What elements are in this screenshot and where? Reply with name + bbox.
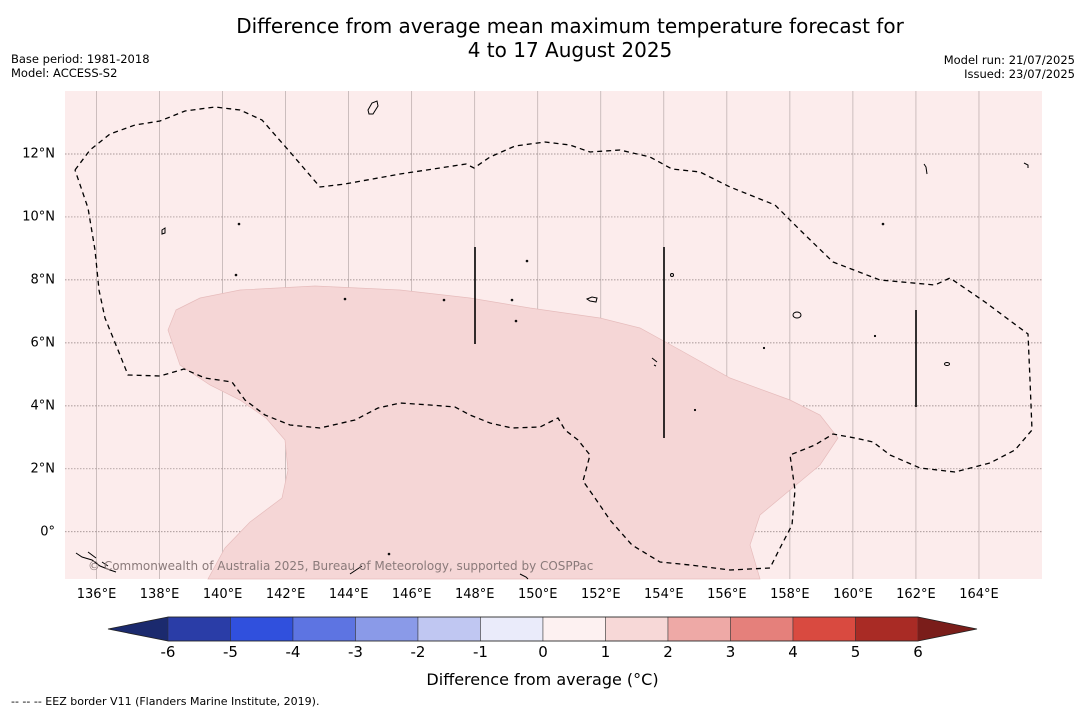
colorbar-segment bbox=[355, 616, 419, 642]
colorbar-segment bbox=[417, 616, 481, 642]
colorbar-tick-label: 3 bbox=[725, 643, 736, 661]
colorbar-tick-label: -5 bbox=[223, 643, 238, 661]
colorbar-tick-label: -4 bbox=[285, 643, 301, 661]
colorbar-outline bbox=[107, 616, 978, 642]
x-tick-label: 142°E bbox=[265, 587, 306, 602]
x-tick-label: 152°E bbox=[581, 587, 621, 602]
y-tick-label: 8°N bbox=[30, 272, 56, 288]
map-title: Difference from average mean maximum tem… bbox=[0, 14, 1085, 62]
y-tick-label: 0° bbox=[40, 524, 55, 540]
colorbar-tick-label: -3 bbox=[348, 643, 363, 661]
meta-right: Model run: 21/07/2025 Issued: 23/07/2025 bbox=[944, 53, 1075, 81]
x-tick-label: 164°E bbox=[959, 587, 999, 602]
colorbar-tick-label: 2 bbox=[663, 643, 673, 661]
title-line-2: 4 to 17 August 2025 bbox=[467, 38, 673, 62]
colorbar-tick-label: -1 bbox=[473, 643, 488, 661]
x-tick-label: 150°E bbox=[517, 587, 558, 602]
colorbar-tick-label: 0 bbox=[538, 643, 548, 661]
colorbar-tick-label: 1 bbox=[600, 643, 611, 661]
colorbar-segment bbox=[667, 616, 731, 642]
y-tick-label: 12°N bbox=[22, 146, 55, 162]
colorbar-segment bbox=[855, 616, 919, 642]
x-tick-label: 160°E bbox=[833, 587, 873, 602]
island-outlines bbox=[75, 100, 1029, 580]
colorbar-segment bbox=[292, 616, 356, 642]
title-line-1: Difference from average mean maximum tem… bbox=[236, 14, 904, 38]
x-tick-label: 138°E bbox=[139, 587, 180, 602]
colorbar-segment bbox=[230, 616, 294, 642]
colorbar-segments bbox=[107, 616, 978, 642]
y-tick-label: 2°N bbox=[30, 461, 56, 477]
x-tick-label: 136°E bbox=[76, 587, 117, 602]
colorbar-segment bbox=[167, 616, 231, 642]
model-run-text: Model run: 21/07/2025 bbox=[943, 53, 1075, 67]
y-tick-label: 4°N bbox=[30, 398, 56, 414]
anomaly-region-1-to-2 bbox=[167, 285, 839, 580]
model-text: Model: ACCESS-S2 bbox=[11, 66, 118, 80]
colorbar-tick-label: 4 bbox=[788, 643, 798, 661]
colorbar-segment bbox=[542, 616, 606, 642]
base-period-text: Base period: 1981-2018 bbox=[11, 52, 150, 66]
x-tick-label: 148°E bbox=[454, 587, 495, 602]
colorbar-segment bbox=[480, 616, 544, 642]
colorbar-tick-label: 5 bbox=[850, 643, 861, 661]
x-tick-label: 154°E bbox=[644, 587, 684, 602]
meta-left: Base period: 1981-2018 Model: ACCESS-S2 bbox=[11, 52, 150, 80]
colorbar-tick-label: -2 bbox=[410, 643, 426, 661]
x-tick-label: 162°E bbox=[896, 587, 936, 602]
colorbar-label: Difference from average (°C) bbox=[426, 670, 659, 689]
y-tick-label: 10°N bbox=[22, 209, 55, 225]
colorbar-segment bbox=[605, 616, 669, 642]
colorbar-segment bbox=[792, 616, 856, 642]
x-tick-label: 140°E bbox=[202, 587, 243, 602]
colorbar-tick-label: 6 bbox=[913, 643, 923, 661]
colorbar-tick-label: -6 bbox=[160, 643, 176, 661]
eez-footnote: -- -- -- EEZ border V11 (Flanders Marine… bbox=[11, 695, 320, 708]
colorbar-low-arrow bbox=[108, 617, 168, 641]
copyright-text: © Commonwealth of Australia 2025, Bureau… bbox=[88, 559, 594, 573]
eez-border bbox=[74, 106, 1033, 571]
x-tick-label: 158°E bbox=[770, 587, 810, 602]
y-tick-label: 6°N bbox=[30, 335, 56, 351]
x-tick-label: 156°E bbox=[707, 587, 747, 602]
issued-text: Issued: 23/07/2025 bbox=[964, 67, 1075, 81]
sub-region-dividers bbox=[474, 247, 917, 438]
colorbar-segment bbox=[730, 616, 794, 642]
x-tick-label: 144°E bbox=[328, 587, 369, 602]
x-tick-label: 146°E bbox=[391, 587, 432, 602]
colorbar-high-arrow bbox=[918, 617, 977, 641]
